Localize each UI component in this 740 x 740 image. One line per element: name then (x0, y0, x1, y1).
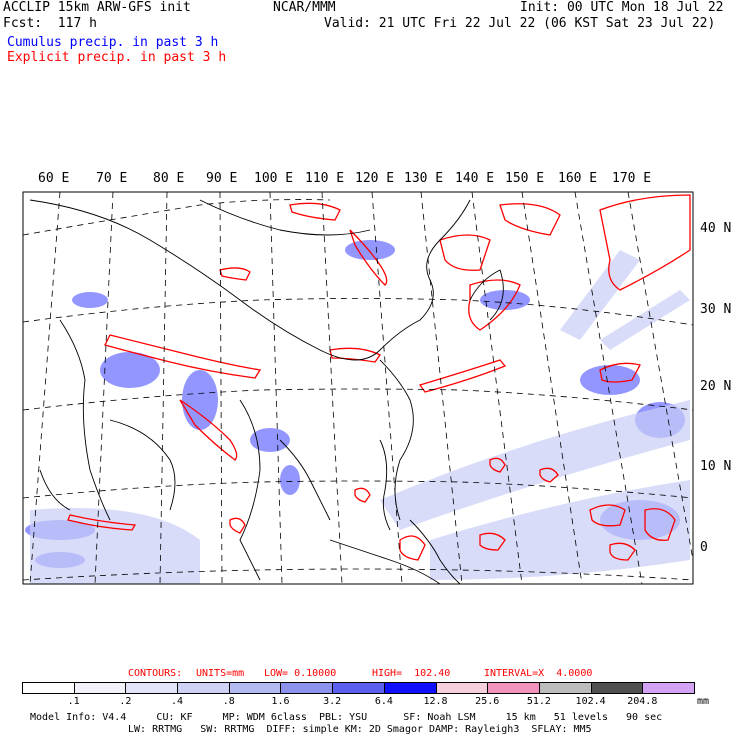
contours-interval: INTERVAL=X 4.0000 (484, 668, 593, 679)
graticule (23, 192, 693, 584)
map-frame (22, 191, 694, 585)
lon-label: 100 E (254, 171, 294, 186)
lat-label: 10 N (700, 459, 732, 474)
lon-label: 90 E (206, 171, 238, 186)
explicit-label: Explicit precip. in past 3 h (7, 50, 227, 65)
legend-label: 12.8 (423, 696, 448, 707)
coastlines (29, 199, 504, 584)
valid-time: Valid: 21 UTC Fri 22 Jul 22 (06 KST Sat … (324, 16, 716, 31)
cumulus-light-band (30, 250, 690, 584)
lon-label: 80 E (153, 171, 185, 186)
legend-swatch (228, 682, 282, 694)
legend-swatch (383, 682, 437, 694)
lon-label: 110 E (305, 171, 345, 186)
init-time: Init: 00 UTC Mon 18 Jul 22 (520, 0, 724, 15)
cumulus-label: Cumulus precip. in past 3 h (7, 35, 219, 50)
legend-label: 6.4 (374, 696, 393, 707)
lon-label: 140 E (455, 171, 495, 186)
lat-label: 40 N (700, 221, 732, 236)
lat-label: 20 N (700, 379, 732, 394)
legend-label: 204.8 (627, 696, 658, 707)
legend-label: 51.2 (526, 696, 551, 707)
legend-swatch (332, 682, 385, 694)
legend-label: .2 (119, 696, 132, 707)
lon-label: 60 E (38, 171, 70, 186)
legend-swatch (177, 682, 230, 694)
explicit-precip-contours (67, 194, 691, 561)
legend-label: 3.2 (323, 696, 342, 707)
legend-label: .8 (222, 696, 235, 707)
legend-swatch (538, 682, 592, 694)
lat-label: 30 N (700, 302, 732, 317)
model-info: Model Info: V4.4 CU: KF MP: WDM 6class P… (30, 712, 663, 723)
legend-swatch (280, 682, 334, 694)
legend-swatch (22, 682, 75, 694)
legend-label: 25.6 (475, 696, 500, 707)
legend-label: 102.4 (575, 696, 606, 707)
legend-label: .1 (67, 696, 80, 707)
legend-label: .4 (171, 696, 184, 707)
lon-label: 130 E (404, 171, 444, 186)
lon-label: 170 E (612, 171, 652, 186)
map-title: ACCLIP 15km ARW-GFS init (3, 0, 191, 15)
legend-swatch (73, 682, 127, 694)
contours-prefix: CONTOURS: (128, 668, 183, 679)
lat-label: 0 (700, 540, 708, 555)
legend-unit: mm (697, 696, 710, 707)
legend-swatch (487, 682, 540, 694)
legend-label: 1.6 (271, 696, 290, 707)
legend-swatch (125, 682, 179, 694)
legend-swatch (590, 682, 644, 694)
contours-low: LOW= 0.10000 (264, 668, 337, 679)
forecast-hour: Fcst: 117 h (3, 16, 97, 31)
physics-info: LW: RRTMG SW: RRTMG DIFF: simple KM: 2D … (128, 724, 592, 735)
lon-label: 150 E (505, 171, 545, 186)
contours-high: HIGH= 102.40 (372, 668, 451, 679)
legend-swatch (435, 682, 489, 694)
contours-units: UNITS=mm (196, 668, 245, 679)
lon-label: 70 E (96, 171, 128, 186)
legend-swatch (642, 682, 695, 694)
lon-label: 120 E (355, 171, 395, 186)
center-name: NCAR/MMM (273, 0, 336, 15)
lon-label: 160 E (558, 171, 598, 186)
